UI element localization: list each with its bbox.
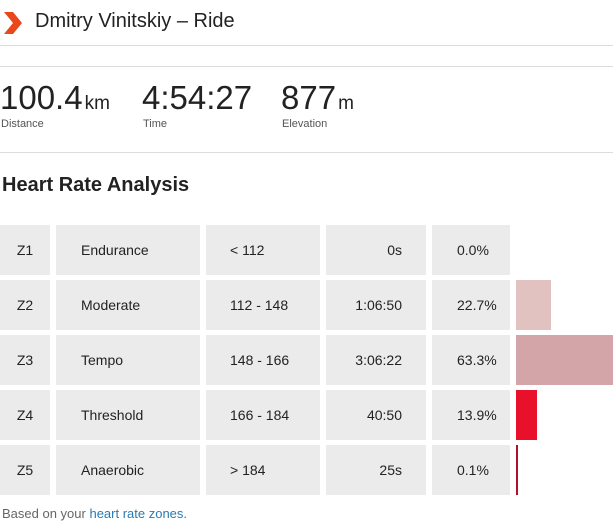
- zone-range: 148 - 166: [206, 335, 320, 385]
- zone-range: < 112: [206, 225, 320, 275]
- zone-zone: Z3: [0, 335, 50, 385]
- zone-zone: Z1: [0, 225, 50, 275]
- stat-value: 877 m: [281, 79, 354, 117]
- zone-range: > 184: [206, 445, 320, 495]
- zone-bar: [516, 390, 538, 440]
- zone-range: 166 - 184: [206, 390, 320, 440]
- zone-zone: Z4: [0, 390, 50, 440]
- stats: 100.4 km Distance 4:54:27 Time 877 m Elevation: [0, 66, 613, 153]
- zone-bar: [516, 445, 518, 495]
- header: Dmitry Vinitskiy – Ride: [0, 0, 613, 46]
- activity-icon: [4, 12, 22, 34]
- zone-zone: Z5: [0, 445, 50, 495]
- zone-name: Tempo: [56, 335, 200, 385]
- stat-number: 4:54:27: [142, 79, 253, 116]
- footer: Based on your heart rate zones.: [2, 506, 187, 521]
- zone-percent: 13.9%: [432, 390, 510, 440]
- stat-number: 877: [281, 79, 337, 116]
- zone-percent: 22.7%: [432, 280, 510, 330]
- stat-label: Elevation: [282, 118, 328, 130]
- zones-link[interactable]: heart rate zones: [89, 506, 184, 521]
- zone-name: Moderate: [56, 280, 200, 330]
- zone-percent: 0.1%: [432, 445, 510, 495]
- zone-time: 1:06:50: [326, 280, 426, 330]
- zone-range: 112 - 148: [206, 280, 320, 330]
- zone-name: Anaerobic: [56, 445, 200, 495]
- zone-time: 0s: [326, 225, 426, 275]
- zone-time: 3:06:22: [326, 335, 426, 385]
- footer-text: Based on your: [2, 506, 86, 521]
- zone-time: 25s: [326, 445, 426, 495]
- zone-name: Endurance: [56, 225, 200, 275]
- zone-zone: Z2: [0, 280, 50, 330]
- stat-unit: m: [338, 93, 354, 114]
- stat-label: Time: [143, 118, 168, 130]
- footer-end: .: [183, 506, 188, 521]
- zone-bar: [516, 335, 613, 385]
- stat-label: Distance: [1, 118, 44, 130]
- zone-name: Threshold: [56, 390, 200, 440]
- zone-time: 40:50: [326, 390, 426, 440]
- stat-number: 100.4: [0, 79, 83, 116]
- stat-unit: km: [84, 93, 110, 114]
- activity-title: Dmitry Vinitskiy – Ride: [35, 10, 235, 32]
- zone-bar: [516, 280, 551, 330]
- section-title: Heart Rate Analysis: [2, 174, 190, 196]
- stat-value: 4:54:27: [142, 79, 252, 117]
- zone-percent: 0.0%: [432, 225, 510, 275]
- stat-value: 100.4 km: [0, 79, 110, 117]
- zone-percent: 63.3%: [432, 335, 510, 385]
